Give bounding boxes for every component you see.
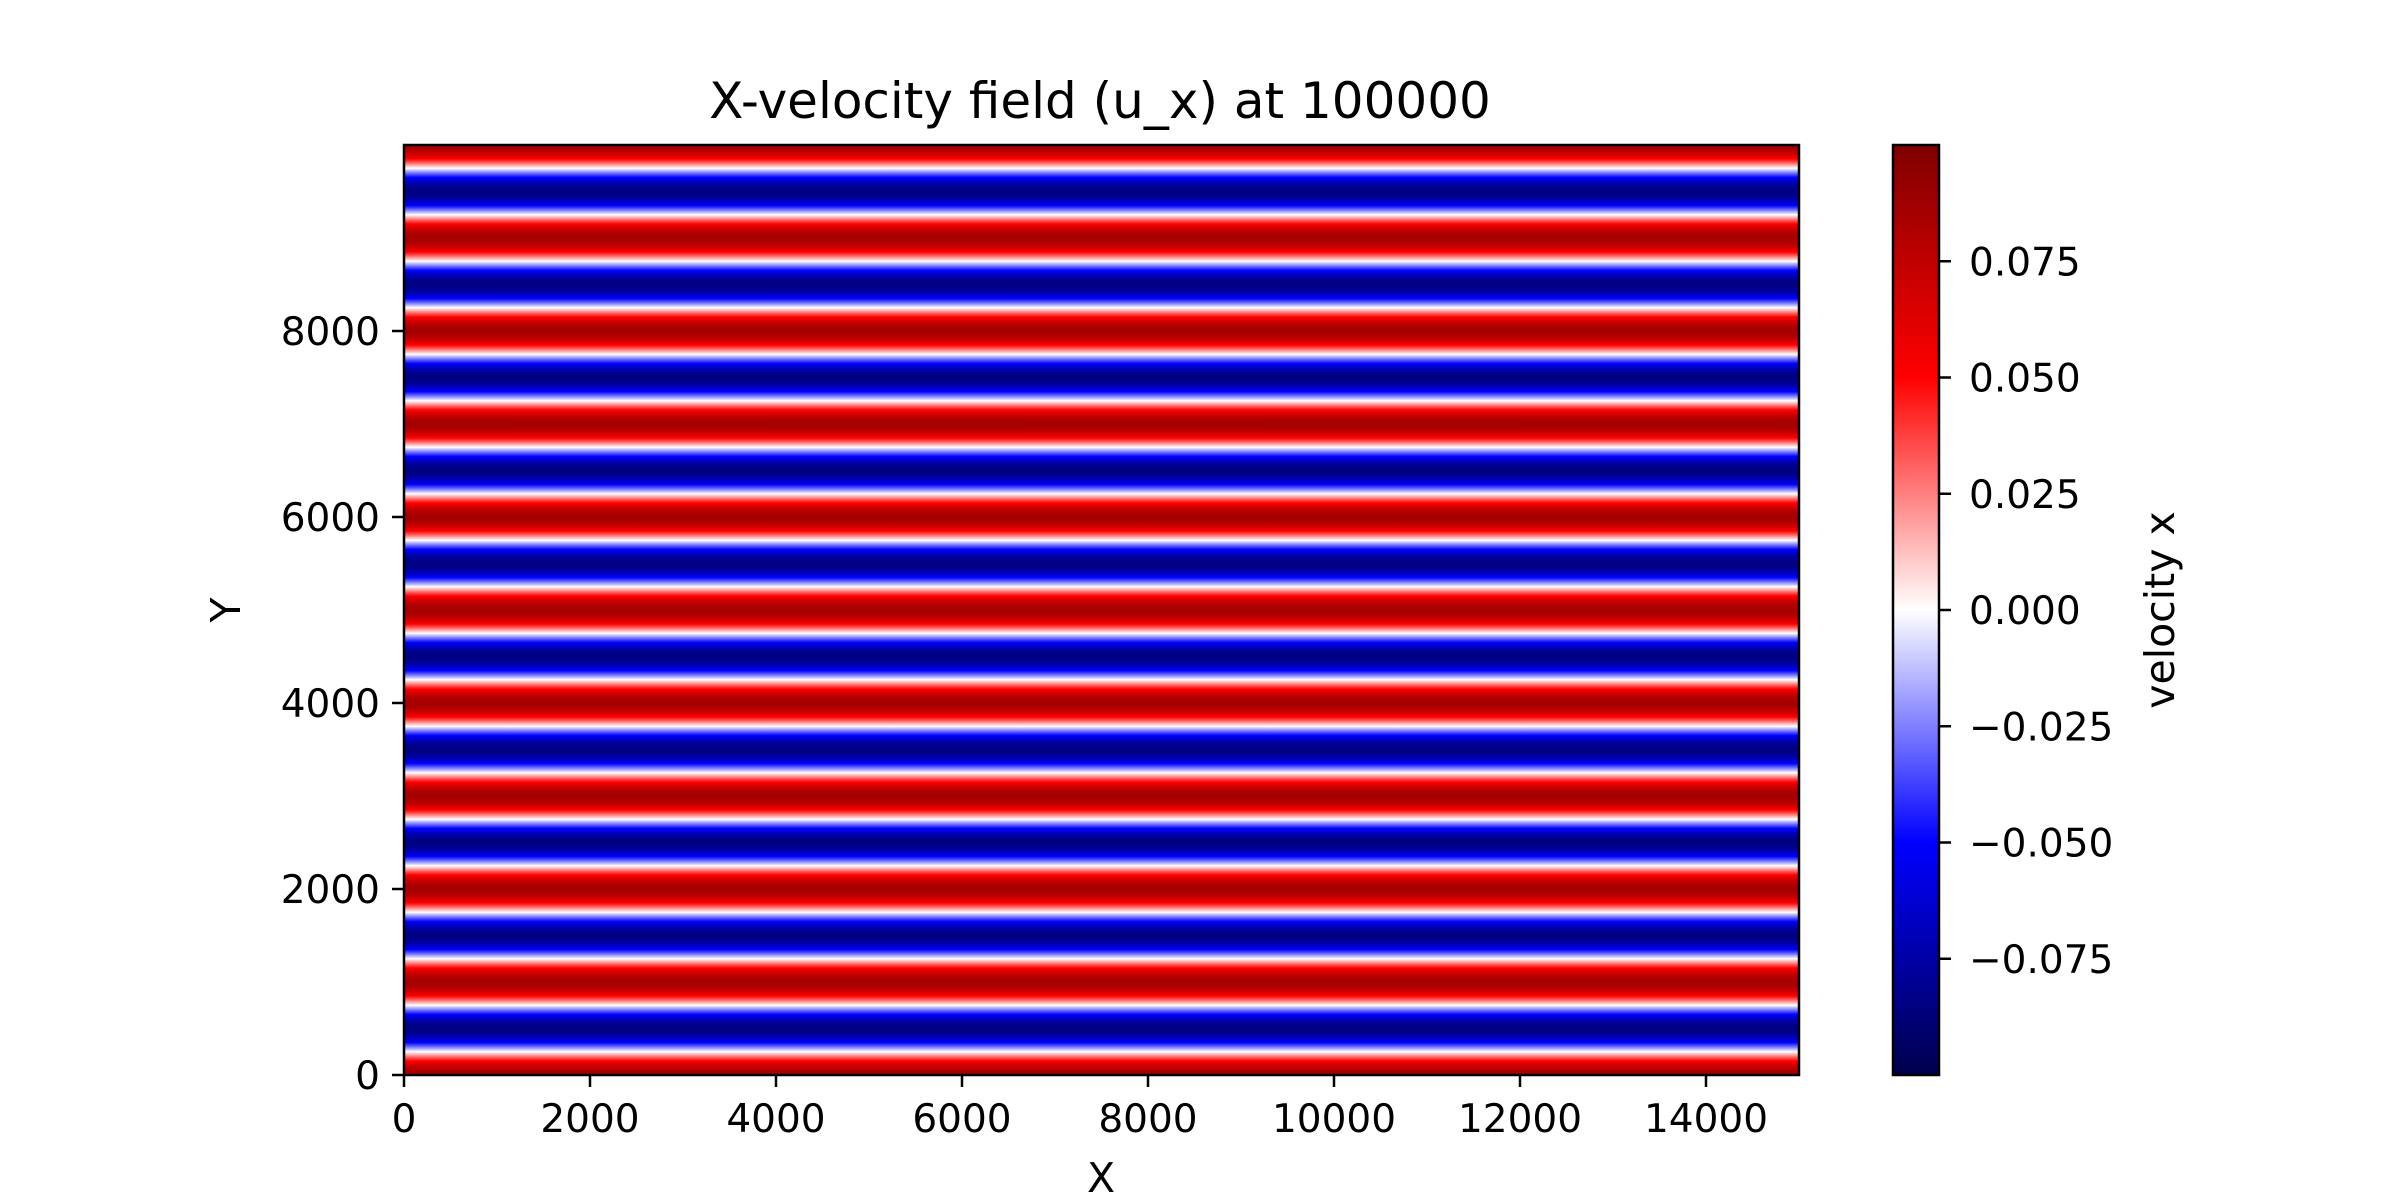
colorbar-tick-label: 0.050 (1969, 357, 2081, 402)
colorbar-tick-label: −0.050 (1969, 822, 2113, 867)
x-tick-label: 8000 (1098, 1097, 1197, 1142)
y-axis-label: Y (202, 597, 250, 624)
heatmap-field (404, 145, 1799, 1075)
x-tick-label: 4000 (726, 1097, 825, 1142)
colorbar-gradient (1891, 143, 1941, 1077)
heatmap-image (404, 145, 1799, 1075)
colorbar-tick-label: −0.025 (1969, 705, 2113, 750)
x-tick-label: 2000 (540, 1097, 639, 1142)
colorbar-tick-label: 0.075 (1969, 240, 2081, 285)
plot-frame (402, 143, 1801, 1077)
x-tick-label: 6000 (912, 1097, 1011, 1142)
y-tick-label: 4000 (281, 682, 380, 727)
x-tick-label: 0 (392, 1097, 417, 1142)
y-tick-label: 6000 (281, 496, 380, 541)
y-axis: 0 2000 4000 6000 8000 (281, 310, 404, 1099)
x-axis: 0 2000 4000 6000 8000 10000 12000 14000 (392, 1075, 1768, 1142)
colorbar-tick-label: 0.000 (1969, 589, 2081, 634)
colorbar-tick-label: 0.025 (1969, 473, 2081, 518)
x-tick-label: 10000 (1272, 1097, 1396, 1142)
chart-title: X-velocity field (u_x) at 100000 (709, 72, 1491, 130)
colorbar: 0.075 0.050 0.025 0.000 −0.025 −0.050 −0.075 (1891, 143, 2113, 1077)
x-tick-label: 14000 (1644, 1097, 1768, 1142)
y-tick-label: 0 (355, 1054, 380, 1099)
x-axis-label: X (1087, 1154, 1115, 1200)
colorbar-label: velocity x (2136, 511, 2184, 709)
colorbar-tick-label: −0.075 (1969, 938, 2113, 983)
x-tick-label: 12000 (1458, 1097, 1582, 1142)
y-tick-label: 8000 (281, 310, 380, 355)
y-tick-label: 2000 (281, 868, 380, 913)
